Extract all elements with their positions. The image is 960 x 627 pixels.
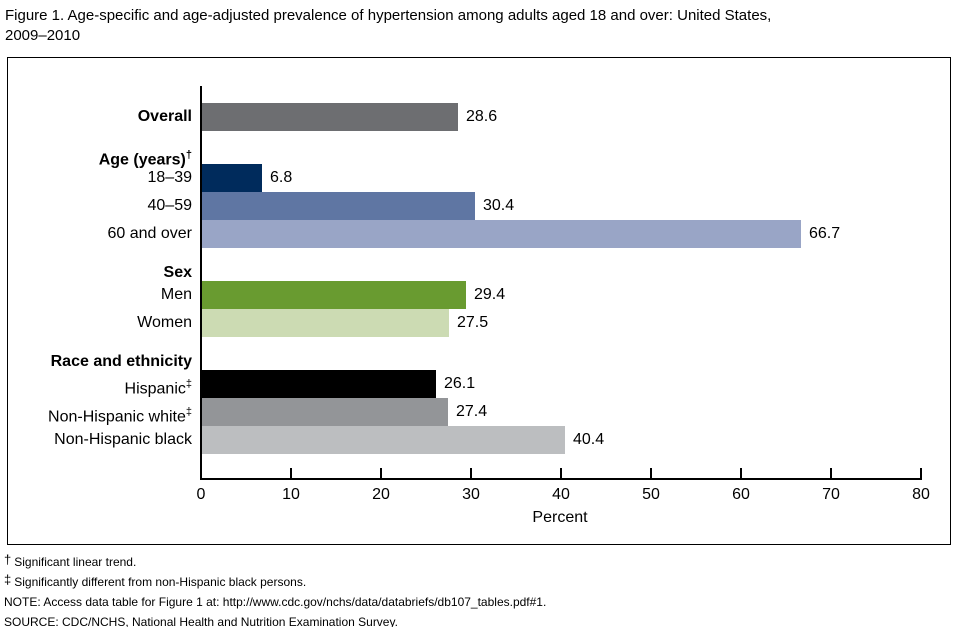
- tick-label: 30: [462, 486, 480, 503]
- value-label: 30.4: [483, 197, 515, 214]
- footnote-text: SOURCE: CDC/NCHS, National Health and Nu…: [4, 615, 398, 627]
- value-label: 27.4: [456, 403, 488, 420]
- tick-label: 0: [196, 486, 206, 503]
- value-label: 28.6: [466, 108, 498, 125]
- bar-label: Hispanic‡: [124, 378, 192, 398]
- axis-tick: [830, 468, 832, 478]
- tick-label: 40: [552, 486, 570, 503]
- value-label: 40.4: [573, 431, 605, 448]
- group-header: Age (years)†: [98, 149, 192, 169]
- axis-tick: [380, 468, 382, 478]
- tick-label: 20: [372, 486, 390, 503]
- bar: [201, 103, 458, 131]
- axis-tick: [560, 468, 562, 478]
- tick-label: 10: [282, 486, 300, 503]
- value-label: 66.7: [809, 225, 841, 242]
- footnotes: † Significant linear trend. ‡ Significantl…: [4, 551, 546, 627]
- footnote-note: NOTE: Access data table for Figure 1 at:…: [4, 591, 546, 611]
- bar: [201, 426, 565, 454]
- bar: [201, 370, 436, 398]
- axis-tick: [740, 468, 742, 478]
- tick-label: 70: [822, 486, 840, 503]
- tick-label: 60: [732, 486, 750, 503]
- chart-panel: Overall 28.6 Age (years)† 18–39 6.8 40–59 30.4…: [7, 57, 951, 545]
- superscript-mark: ‡: [185, 406, 192, 418]
- axis-tick: [920, 468, 922, 478]
- y-axis-line: [200, 86, 202, 480]
- bar-chart-plot: Overall 28.6 Age (years)† 18–39 6.8 40–59 30.4…: [8, 58, 950, 544]
- axis-tick: [650, 468, 652, 478]
- footnote-double-dagger: ‡ Significantly different from non-Hispan…: [4, 571, 546, 591]
- superscript-mark: ‡: [185, 378, 192, 390]
- bar-label: 18–39: [147, 169, 193, 186]
- figure-title: Figure 1. Age-specific and age-adjusted …: [5, 7, 772, 44]
- axis-tick: [200, 468, 202, 478]
- value-label: 26.1: [444, 375, 476, 392]
- axis-tick: [290, 468, 292, 478]
- bar-label: Non-Hispanic black: [54, 431, 192, 448]
- footnote-dagger: † Significant linear trend.: [4, 551, 546, 571]
- bar-label: Overall: [137, 108, 192, 125]
- bar: [201, 220, 801, 248]
- footnote-text: NOTE: Access data table for Figure 1 at:…: [4, 595, 547, 609]
- x-axis-line: [200, 478, 922, 480]
- bar: [201, 192, 475, 220]
- superscript-mark: †: [185, 149, 192, 161]
- bar: [201, 398, 448, 426]
- bar-label: Women: [137, 314, 192, 331]
- x-axis-title: Percent: [532, 509, 588, 526]
- value-label: 29.4: [474, 286, 506, 303]
- bar-label: 60 and over: [107, 225, 192, 242]
- footnote-source: SOURCE: CDC/NCHS, National Health and Nu…: [4, 611, 546, 627]
- bar-label: 40–59: [147, 197, 193, 214]
- dagger-mark: †: [4, 552, 12, 567]
- footnote-text: Significant linear trend.: [14, 555, 137, 569]
- bar: [201, 309, 449, 337]
- group-header: Race and ethnicity: [50, 353, 192, 370]
- tick-label: 80: [912, 486, 930, 503]
- group-header: Sex: [163, 264, 192, 281]
- tick-label: 50: [642, 486, 660, 503]
- value-label: 6.8: [270, 169, 293, 186]
- bar: [201, 281, 466, 309]
- axis-tick: [470, 468, 472, 478]
- value-label: 27.5: [457, 314, 489, 331]
- footnote-text: Significantly different from non-Hispani…: [14, 575, 307, 589]
- bar: [201, 164, 262, 192]
- bar-label: Men: [160, 286, 192, 303]
- bar-label: Non-Hispanic white‡: [48, 406, 192, 426]
- double-dagger-mark: ‡: [4, 572, 12, 587]
